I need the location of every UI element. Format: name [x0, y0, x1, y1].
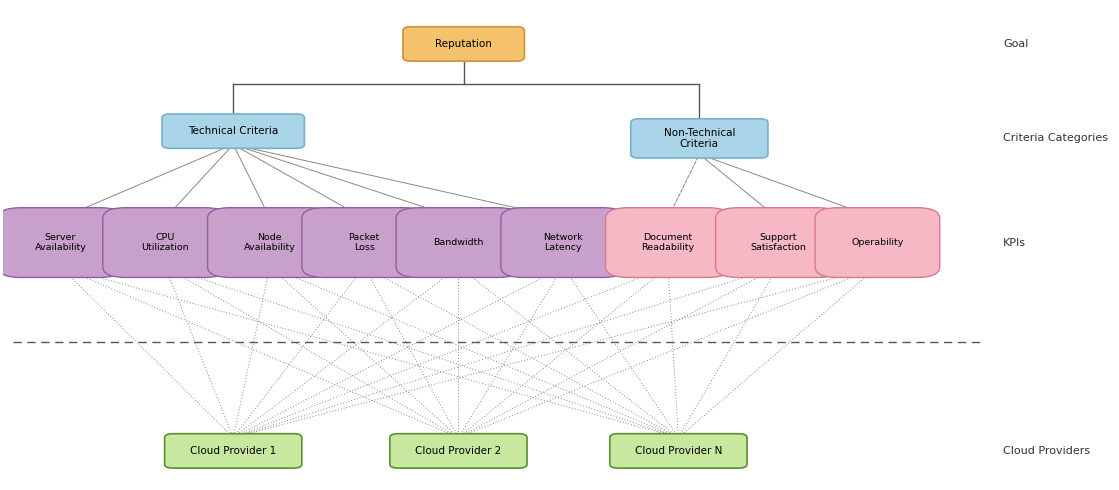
Text: Packet
Loss: Packet Loss [348, 233, 379, 252]
FancyBboxPatch shape [103, 208, 227, 277]
Text: Cloud Provider 1: Cloud Provider 1 [190, 446, 276, 456]
Text: Non-Technical
Criteria: Non-Technical Criteria [664, 127, 735, 149]
Text: Network
Latency: Network Latency [544, 233, 583, 252]
FancyBboxPatch shape [302, 208, 426, 277]
Text: Cloud Provider 2: Cloud Provider 2 [415, 446, 501, 456]
Text: Bandwidth: Bandwidth [433, 238, 483, 247]
Text: Criteria Categories: Criteria Categories [1003, 133, 1108, 144]
Text: Cloud Providers: Cloud Providers [1003, 446, 1090, 456]
Text: Reputation: Reputation [435, 39, 492, 49]
FancyBboxPatch shape [631, 119, 768, 158]
FancyBboxPatch shape [0, 208, 123, 277]
Text: Document
Readability: Document Readability [641, 233, 695, 252]
Text: KPIs: KPIs [1003, 238, 1026, 247]
FancyBboxPatch shape [501, 208, 626, 277]
Text: Operability: Operability [852, 238, 904, 247]
FancyBboxPatch shape [605, 208, 731, 277]
Text: Support
Satisfaction: Support Satisfaction [750, 233, 806, 252]
FancyBboxPatch shape [207, 208, 332, 277]
Text: Node
Availability: Node Availability [244, 233, 295, 252]
FancyBboxPatch shape [162, 114, 304, 148]
FancyBboxPatch shape [403, 27, 525, 61]
Text: Server
Availability: Server Availability [35, 233, 86, 252]
FancyBboxPatch shape [164, 434, 302, 468]
FancyBboxPatch shape [610, 434, 747, 468]
Text: Technical Criteria: Technical Criteria [188, 126, 279, 136]
FancyBboxPatch shape [396, 208, 520, 277]
Text: Goal: Goal [1003, 39, 1028, 49]
FancyBboxPatch shape [715, 208, 840, 277]
FancyBboxPatch shape [815, 208, 940, 277]
Text: CPU
Utilization: CPU Utilization [141, 233, 189, 252]
FancyBboxPatch shape [389, 434, 527, 468]
Text: Cloud Provider N: Cloud Provider N [634, 446, 722, 456]
